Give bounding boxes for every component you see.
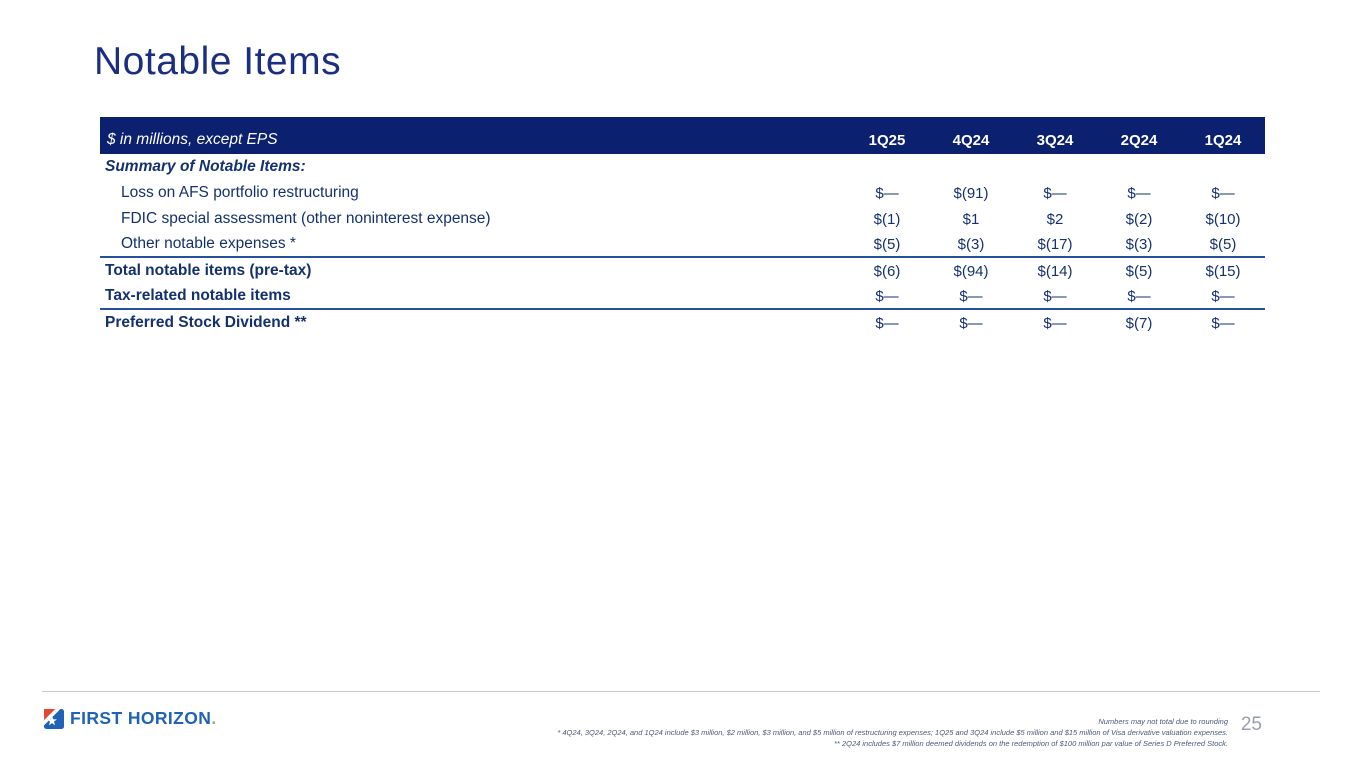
column-header: 3Q24	[1036, 132, 1074, 149]
value-cell: $—	[1211, 184, 1235, 202]
value-cell: $(1)	[873, 210, 901, 228]
footnote-restructuring: * 4Q24, 3Q24, 2Q24, and 1Q24 include $3 …	[557, 728, 1228, 737]
page-title: Notable Items	[94, 40, 342, 83]
table-row: Other notable expenses * $(5) $(3) $(17) $(3…	[100, 232, 1265, 258]
first-horizon-logo: FIRST HORIZON.	[44, 708, 217, 729]
logo-wordmark: FIRST HORIZON.	[70, 708, 217, 728]
table-row: Loss on AFS portfolio restructuring $— $(9…	[100, 180, 1265, 206]
value-cell: $(10)	[1205, 210, 1241, 228]
value-cell: $—	[875, 184, 899, 202]
column-header: 1Q25	[868, 132, 906, 149]
value-cell: $—	[1043, 184, 1067, 202]
row-label: Tax-related notable items	[105, 287, 291, 304]
value-cell: $(94)	[953, 262, 989, 280]
value-cell: $(2)	[1125, 210, 1153, 228]
value-cell: $(91)	[953, 184, 989, 202]
value-cell: $—	[1043, 287, 1067, 305]
value-cell: $1	[962, 210, 980, 228]
column-headers: 1Q25 4Q24 3Q24 2Q24 1Q24	[845, 132, 1265, 149]
value-cell: $2	[1046, 210, 1064, 228]
table-row: FDIC special assessment (other nonintere…	[100, 206, 1265, 232]
value-cell: $—	[875, 314, 899, 332]
value-cell: $(7)	[1125, 314, 1153, 332]
value-cell: $—	[959, 287, 983, 305]
value-cell: $—	[1211, 314, 1235, 332]
value-cell: $—	[1127, 184, 1151, 202]
value-cell: $(17)	[1037, 235, 1073, 253]
value-cell: $(6)	[873, 262, 901, 280]
table-rows: Loss on AFS portfolio restructuring $— $(9…	[100, 180, 1265, 336]
row-label: Loss on AFS portfolio restructuring	[121, 184, 359, 201]
footer-divider	[42, 691, 1320, 692]
value-cell: $(5)	[873, 235, 901, 253]
table-section-header: Summary of Notable Items:	[105, 158, 306, 175]
value-cell: $—	[1043, 314, 1067, 332]
column-header: 1Q24	[1204, 132, 1242, 149]
first-horizon-logo-icon	[44, 708, 64, 729]
logo-period: .	[211, 708, 217, 728]
footnote-preferred: ** 2Q24 includes $7 million deemed divid…	[834, 739, 1228, 748]
value-cell: $(5)	[1209, 235, 1237, 253]
table-row: Preferred Stock Dividend ** $— $— $— $(7) $—	[100, 310, 1265, 336]
value-cell: $(15)	[1205, 262, 1241, 280]
page-number: 25	[1240, 714, 1262, 735]
table-units-label: $ in millions, except EPS	[107, 131, 278, 148]
value-cell: $—	[959, 314, 983, 332]
value-cell: $—	[1127, 287, 1151, 305]
value-cell: $(5)	[1125, 262, 1153, 280]
value-cell: $—	[1211, 287, 1235, 305]
table-row: Total notable items (pre-tax) $(6) $(94) $(…	[100, 258, 1265, 284]
table-row: Tax-related notable items $— $— $— $— $—	[100, 284, 1265, 310]
table-header-bar: $ in millions, except EPS 1Q25 4Q24 3Q24 2Q…	[100, 117, 1265, 154]
row-label: Total notable items (pre-tax)	[105, 262, 312, 279]
row-label: FDIC special assessment (other nonintere…	[121, 210, 491, 227]
row-label: Other notable expenses *	[121, 235, 296, 252]
footnotes: Numbers may not total due to rounding * …	[468, 716, 1228, 749]
value-cell: $—	[875, 287, 899, 305]
value-cell: $(3)	[1125, 235, 1153, 253]
column-header: 2Q24	[1120, 132, 1158, 149]
column-header: 4Q24	[952, 132, 990, 149]
notable-items-table: $ in millions, except EPS 1Q25 4Q24 3Q24 2Q…	[100, 117, 1265, 336]
value-cell: $(14)	[1037, 262, 1073, 280]
footnote-rounding: Numbers may not total due to rounding	[1098, 717, 1228, 726]
row-label: Preferred Stock Dividend **	[105, 314, 307, 331]
value-cell: $(3)	[957, 235, 985, 253]
